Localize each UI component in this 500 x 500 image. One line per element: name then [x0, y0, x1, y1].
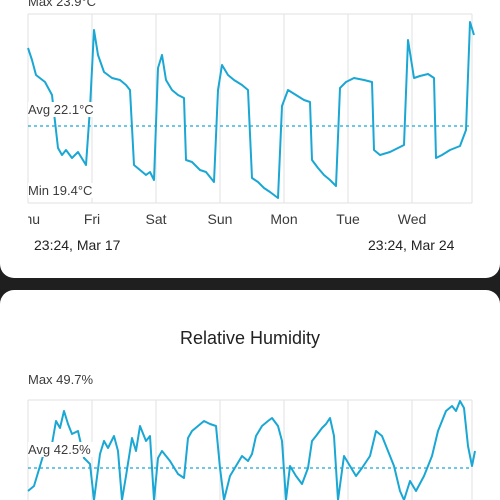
day-label-tue: Tue: [336, 211, 360, 227]
day-label-mon: Mon: [270, 211, 298, 227]
humidity-series-line: [27, 400, 476, 500]
humidity-gridlines: [27, 399, 473, 500]
day-label-sat: Sat: [145, 211, 167, 227]
humidity-title: Relative Humidity: [179, 328, 321, 348]
humidity-max-label: Max 49.7%: [28, 372, 96, 387]
range-end-label: 23:24, Mar 24: [368, 237, 455, 253]
day-label-sun: Sun: [207, 211, 233, 227]
temperature-chart: [27, 13, 475, 204]
temperature-card: Max 23.9°C Avg 22.1°C Min 19.4°C Thu Fri…: [0, 0, 500, 278]
temperature-avg-label: Avg 22.1°C: [28, 102, 96, 117]
humidity-card: [0, 290, 500, 500]
humidity-chart: [27, 399, 476, 500]
temperature-max-label: Max 23.9°C: [28, 0, 99, 9]
temperature-min-label: Min 19.4°C: [28, 183, 95, 198]
temperature-gridlines: [27, 13, 473, 204]
humidity-avg-label: Avg 42.5%: [28, 442, 93, 457]
temperature-series-line: [27, 21, 475, 199]
day-label-thu: Thu: [15, 211, 41, 227]
range-start-label: 23:24, Mar 17: [34, 237, 121, 253]
day-label-fri: Fri: [83, 211, 101, 227]
day-label-wed: Wed: [397, 211, 427, 227]
